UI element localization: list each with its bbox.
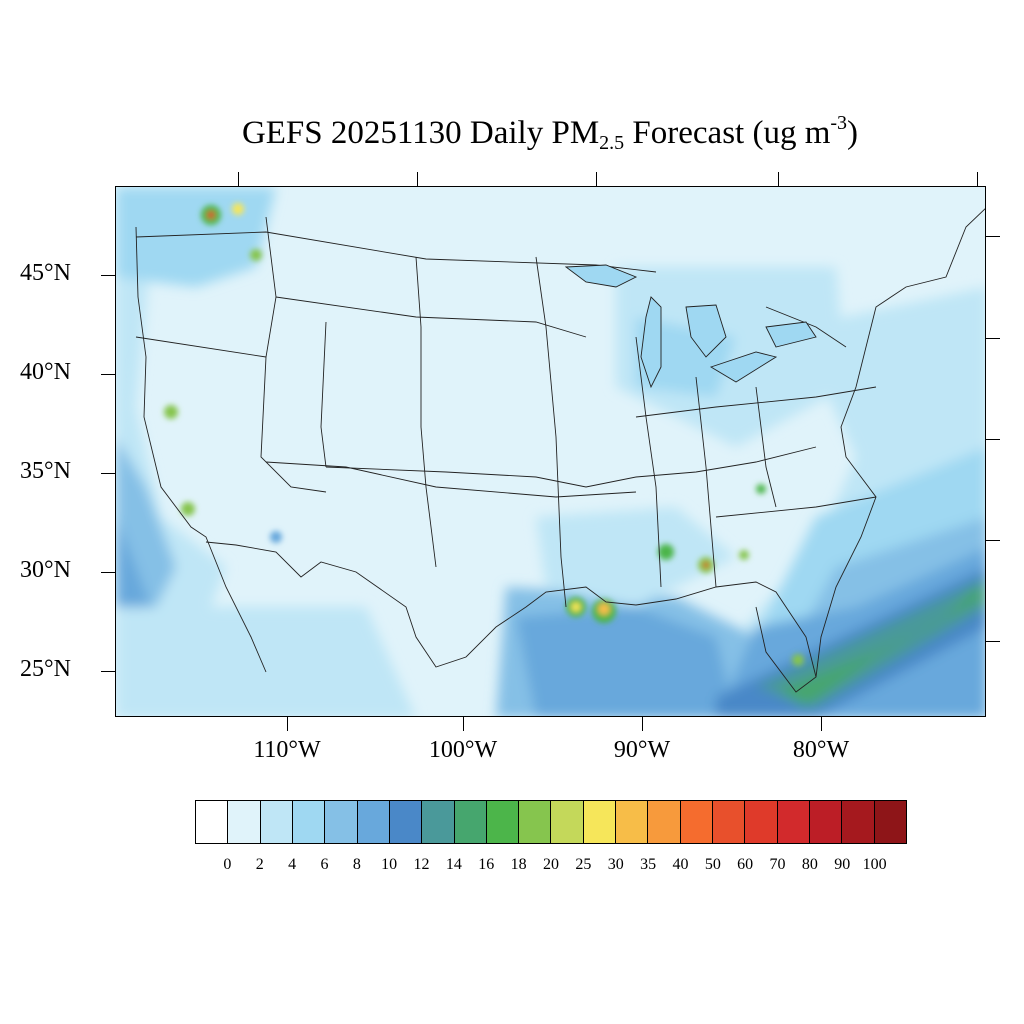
top-tick — [778, 172, 779, 186]
bottom-tick — [821, 717, 822, 731]
left-tick — [101, 275, 115, 276]
lon-label-90: 90°W — [613, 737, 671, 763]
right-tick — [986, 540, 1000, 541]
top-tick — [238, 172, 239, 186]
colorbar-label: 25 — [575, 856, 592, 873]
colorbar-swatch — [519, 801, 552, 843]
lat-label-35: 35°N — [20, 458, 71, 484]
boundaries — [135, 208, 985, 693]
colorbar-swatch — [422, 801, 455, 843]
great-lakes — [564, 264, 817, 389]
colorbar-label: 10 — [381, 856, 398, 873]
colorbar-swatch — [777, 801, 810, 843]
right-tick — [986, 236, 1000, 237]
lat-label-40: 40°N — [20, 359, 71, 385]
right-tick — [986, 338, 1000, 339]
forecast-map — [115, 186, 986, 717]
colorbar-swatch — [874, 801, 906, 843]
colorbar-swatch — [648, 801, 681, 843]
colorbar-label: 50 — [704, 856, 721, 873]
colorbar-swatch — [583, 801, 617, 843]
right-tick — [986, 439, 1000, 440]
left-tick — [101, 671, 115, 672]
lat-label-30: 30°N — [20, 557, 71, 583]
hotspots — [164, 203, 804, 666]
title-superscript: -3 — [830, 112, 848, 134]
top-tick — [417, 172, 418, 186]
lon-label-100: 100°W — [428, 737, 498, 763]
colorbar-swatch — [357, 801, 390, 843]
title-units-text: Forecast (ug m — [624, 115, 831, 151]
colorbar — [195, 800, 907, 844]
lat-label-45: 45°N — [20, 260, 71, 286]
colorbar-swatch — [228, 801, 261, 843]
colorbar-label: 0 — [223, 856, 232, 873]
bottom-tick — [287, 717, 288, 731]
bottom-tick — [463, 717, 464, 731]
colorbar-label: 90 — [834, 856, 851, 873]
colorbar-swatch — [454, 801, 487, 843]
left-tick — [101, 374, 115, 375]
right-tick — [986, 641, 1000, 642]
colorbar-swatch — [260, 801, 293, 843]
colorbar-label: 8 — [352, 856, 361, 873]
colorbar-swatch — [680, 801, 713, 843]
colorbar-label: 18 — [510, 856, 527, 873]
colorbar-swatch — [325, 801, 358, 843]
colorbar-swatch — [551, 801, 584, 843]
bottom-tick — [642, 717, 643, 731]
colorbar-swatch — [486, 801, 520, 843]
title-text: GEFS 20251130 Daily PM — [241, 115, 600, 151]
colorbar-swatch — [713, 801, 746, 843]
colorbar-label: 40 — [672, 856, 689, 873]
colorbar-swatch — [196, 801, 229, 843]
left-tick — [101, 572, 115, 573]
colorbar-label: 20 — [543, 856, 559, 873]
title-close-paren: ) — [847, 115, 859, 151]
colorbar-swatch — [616, 801, 649, 843]
colorbar-label: 2 — [255, 856, 264, 873]
title-subscript: 2.5 — [599, 132, 625, 154]
colorbar-label: 16 — [478, 856, 495, 873]
lon-label-110: 110°W — [253, 737, 321, 763]
concentration-field — [116, 187, 985, 716]
colorbar-label: 12 — [413, 856, 430, 873]
lat-label-25: 25°N — [20, 656, 71, 682]
colorbar-swatch — [745, 801, 778, 843]
colorbar-swatch — [292, 801, 326, 843]
colorbar-swatch — [842, 801, 875, 843]
colorbar-label: 30 — [607, 856, 624, 873]
top-tick — [596, 172, 597, 186]
colorbar-label: 4 — [288, 856, 297, 873]
colorbar-label: 60 — [737, 856, 754, 873]
map-title: GEFS 20251130 Daily PM2.5 Forecast (ug m… — [0, 112, 1024, 155]
colorbar-label: 80 — [801, 856, 818, 873]
top-tick — [977, 172, 978, 186]
colorbar-label: 14 — [445, 856, 462, 873]
map-svg — [116, 187, 985, 716]
colorbar-label: 100 — [862, 856, 887, 873]
colorbar-swatch — [389, 801, 423, 843]
left-tick — [101, 473, 115, 474]
colorbar-label: 70 — [769, 856, 786, 873]
colorbar-swatch — [809, 801, 843, 843]
lon-label-80: 80°W — [792, 737, 850, 763]
colorbar-label: 6 — [320, 856, 329, 873]
colorbar-label: 35 — [640, 856, 657, 873]
